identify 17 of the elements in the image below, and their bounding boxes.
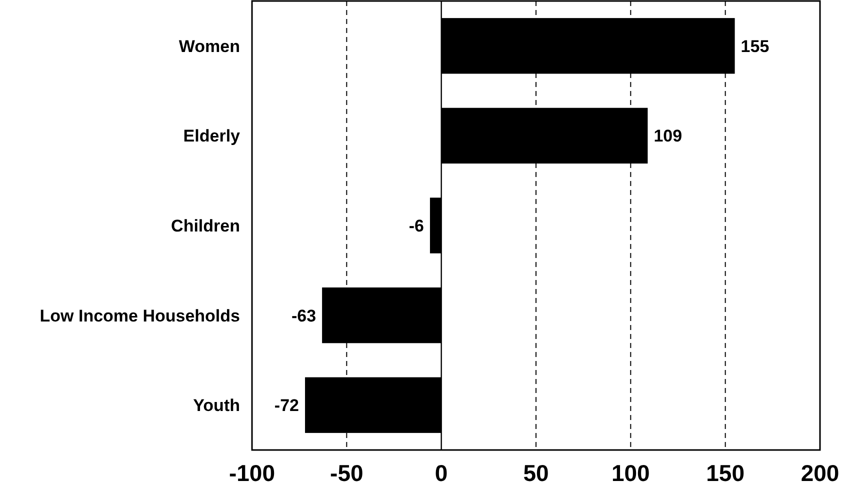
data-label: 109 — [654, 126, 682, 146]
data-label: -63 — [291, 306, 316, 326]
x-tick-label: 150 — [706, 460, 745, 486]
y-tick-label: Low Income Households — [40, 306, 240, 326]
x-tick-label: 100 — [611, 460, 650, 486]
x-tick-label: 0 — [434, 460, 448, 486]
data-label: -72 — [274, 396, 300, 416]
y-tick-label: Elderly — [183, 126, 241, 146]
y-tick-label: Women — [178, 36, 240, 56]
x-tick-label: -100 — [228, 460, 276, 486]
x-tick-label: 200 — [800, 460, 840, 486]
data-label: 155 — [740, 36, 770, 56]
y-tick-label: Children — [171, 216, 240, 236]
x-tick-label: 50 — [523, 460, 549, 486]
y-tick-label: Youth — [193, 396, 240, 416]
data-label: -6 — [408, 216, 424, 236]
x-tick-label: -50 — [330, 460, 364, 486]
